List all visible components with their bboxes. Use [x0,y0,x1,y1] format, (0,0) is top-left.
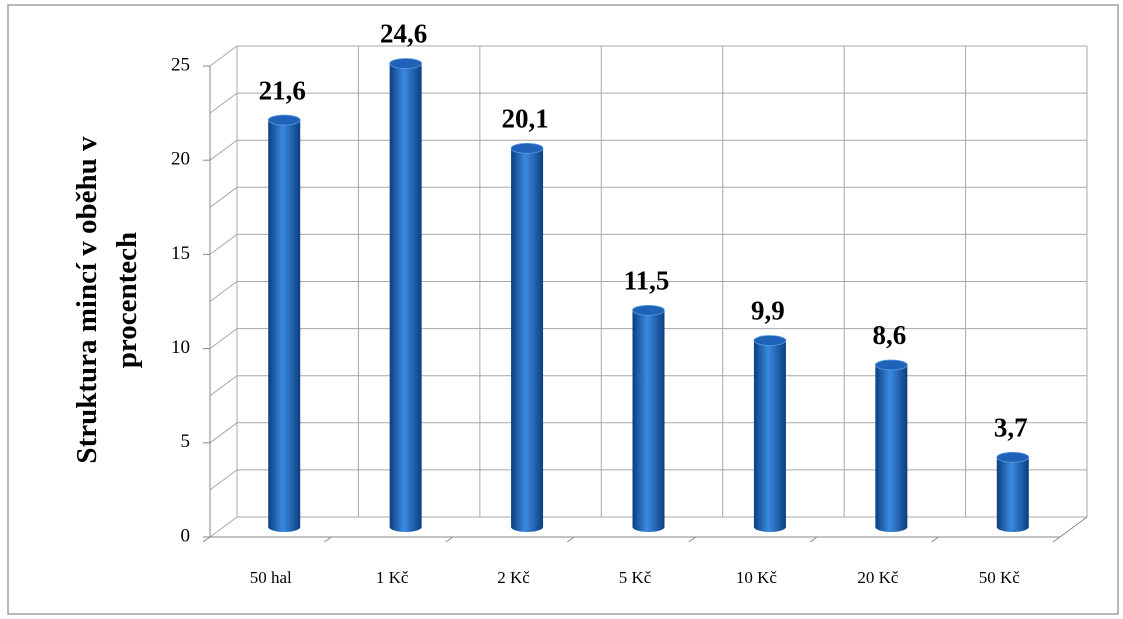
x-tick [566,536,575,543]
bar [753,335,787,532]
y-tick-label: 25 [171,54,190,75]
grid-line [209,139,1087,161]
frame [7,4,1119,615]
bar [389,58,423,532]
x-tick-label: 1 Kč [376,568,409,587]
value-label: 3,7 [994,412,1028,442]
x-tick-label: 2 Kč [497,568,530,587]
value-label: 24,6 [380,19,427,49]
y-tick-label: 0 [181,525,191,546]
bar [510,142,544,532]
value-label: 8,6 [872,320,906,350]
x-tick [809,536,818,543]
value-label: 11,5 [624,266,670,296]
y-tick-label: 5 [181,431,191,452]
value-label: 21,6 [259,75,306,105]
bar [874,359,908,532]
x-tick-label: 10 Kč [736,568,778,587]
y-tick-label: 15 [171,243,190,264]
x-tick [445,536,454,543]
x-tick-label: 20 Kč [857,568,899,587]
minor-grid-line [209,92,1087,114]
bar [996,451,1030,532]
value-label: 9,9 [751,296,785,326]
bar [267,114,301,532]
grid-line [209,45,1087,67]
x-tick [1052,536,1061,543]
y-tick-label: 10 [171,337,190,358]
grid-line [209,233,1087,255]
x-tick [931,536,939,543]
value-label: 20,1 [501,104,548,134]
bar [632,304,665,532]
floor-right [1059,516,1088,538]
y-tick-label: 20 [171,149,190,170]
y-axis-label: Struktura mincí v oběhu v procentech [71,136,143,464]
x-tick-label: 50 hal [250,568,292,587]
x-tick [202,536,211,543]
x-tick [688,536,697,543]
x-tick-label: 50 Kč [979,568,1021,587]
minor-grid-line [209,186,1087,208]
x-tick [324,536,332,543]
x-tick-label: 5 Kč [619,568,652,587]
